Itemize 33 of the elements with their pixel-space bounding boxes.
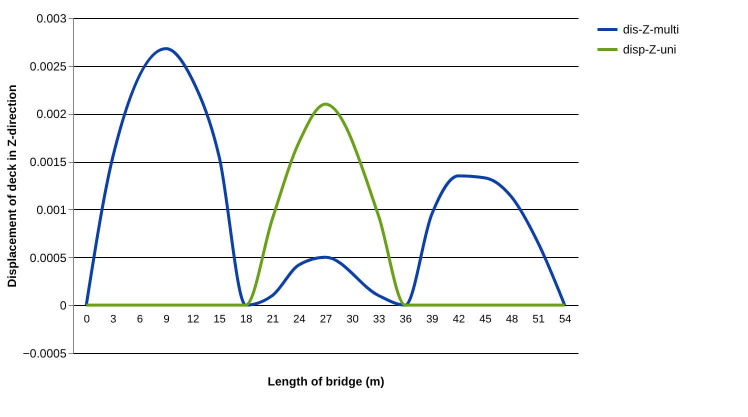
x-tick-label: 45 bbox=[479, 314, 492, 326]
y-tick-label: 0.0025 bbox=[30, 59, 67, 74]
y-tick-label: 0.001 bbox=[36, 202, 67, 217]
x-tick-label: 27 bbox=[320, 314, 332, 326]
x-tick-label: 39 bbox=[426, 314, 438, 326]
x-tick-label: 54 bbox=[559, 314, 572, 326]
legend-label: disp-Z-uni bbox=[623, 42, 676, 56]
x-tick-label: 36 bbox=[400, 314, 412, 326]
x-tick-label: 24 bbox=[293, 314, 306, 326]
legend-label: dis-Z-multi bbox=[623, 22, 679, 36]
x-tick-label: 33 bbox=[373, 314, 386, 326]
x-tick-label: 3 bbox=[110, 314, 116, 326]
x-tick-label: 30 bbox=[346, 314, 359, 326]
y-axis-title: Displacement of deck in Z-direction bbox=[4, 84, 19, 288]
y-tick-label: −0.0005 bbox=[22, 346, 67, 360]
y-tick-label: 0.003 bbox=[36, 12, 67, 26]
line-series bbox=[84, 47, 566, 307]
x-tick-label: 12 bbox=[186, 314, 200, 326]
y-tick-label: 0.002 bbox=[36, 107, 67, 122]
y-tick-label: 0.0005 bbox=[30, 250, 67, 265]
x-tick-label: 0 bbox=[84, 314, 90, 326]
x-tick-label: 9 bbox=[163, 314, 170, 326]
y-tick-label: 0 bbox=[60, 298, 67, 313]
y-tick-label: 0.0015 bbox=[30, 155, 67, 170]
x-tick-label: 48 bbox=[506, 314, 518, 326]
x-tick-label: 18 bbox=[240, 314, 252, 326]
x-tick-label: 51 bbox=[532, 314, 545, 326]
x-axis-title: Length of bridge (m) bbox=[268, 374, 384, 388]
line-series bbox=[84, 102, 566, 307]
x-tick-label: 6 bbox=[136, 314, 144, 326]
x-tick-label: 42 bbox=[452, 314, 466, 326]
x-tick-label: 15 bbox=[214, 314, 226, 326]
x-tick-label: 21 bbox=[266, 314, 279, 326]
